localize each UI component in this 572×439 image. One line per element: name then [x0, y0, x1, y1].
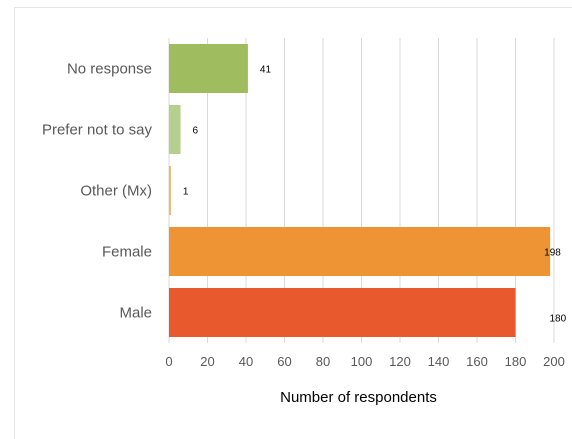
- value-label: 180: [550, 314, 567, 325]
- bar: [169, 105, 181, 154]
- x-tick-label: 100: [351, 354, 373, 369]
- value-label: 6: [193, 126, 199, 137]
- category-label: No response: [67, 61, 152, 78]
- bars: [169, 44, 551, 337]
- x-tick-label: 60: [277, 354, 291, 369]
- x-tick-label: 20: [200, 354, 214, 369]
- frame-border-top: [14, 7, 572, 8]
- x-tick-label: 140: [428, 354, 450, 369]
- frame-border-left: [14, 7, 15, 439]
- category-label: Male: [119, 305, 152, 322]
- x-tick-label: 0: [165, 354, 172, 369]
- category-label: Female: [102, 244, 152, 261]
- x-tick-label: 80: [316, 354, 330, 369]
- bar: [169, 288, 516, 337]
- x-tick-label: 200: [543, 354, 565, 369]
- x-tick-label: 40: [239, 354, 253, 369]
- bar: [169, 166, 171, 215]
- category-label: Other (Mx): [80, 183, 152, 200]
- x-axis-title: Number of respondents: [280, 389, 437, 406]
- value-label: 41: [260, 65, 272, 76]
- value-label: 1: [183, 187, 189, 198]
- category-labels: No response Prefer not to say Other (Mx) Fe…: [42, 61, 153, 322]
- bar: [169, 44, 248, 93]
- category-label: Prefer not to say: [42, 122, 153, 139]
- x-tick-label: 180: [505, 354, 527, 369]
- x-tick-labels: 0 20 40 60 80 100 120 140 160 180 200: [165, 354, 564, 369]
- value-label: 198: [544, 248, 561, 259]
- x-tick-label: 160: [466, 354, 488, 369]
- bar: [169, 227, 551, 276]
- value-labels: 41 6 1 198 180: [183, 65, 567, 325]
- x-tick-label: 120: [389, 354, 411, 369]
